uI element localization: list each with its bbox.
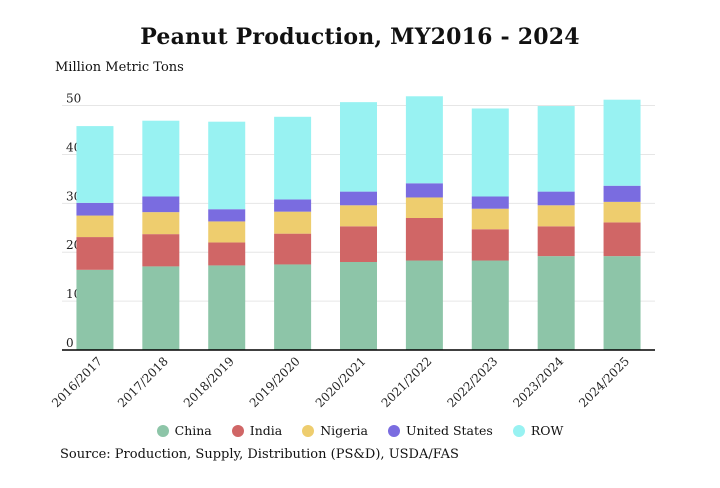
bar-segment <box>537 191 575 206</box>
x-tick-label: 2016/2017 <box>49 354 105 410</box>
bar-segment <box>537 205 575 227</box>
legend-label: India <box>249 423 283 438</box>
bar-segment <box>340 102 377 192</box>
legend-item: ROW <box>512 423 564 438</box>
legend-item: China <box>156 423 212 438</box>
legend-item: United States <box>387 423 493 438</box>
bar-segment <box>603 201 641 223</box>
bar-segment <box>405 260 443 350</box>
legend-item: India <box>231 423 283 438</box>
bar-segment <box>537 256 575 350</box>
legend-swatch <box>231 424 244 437</box>
bar-segment <box>274 233 312 265</box>
bar-segment <box>340 226 377 262</box>
bar-segment <box>405 96 443 184</box>
y-tick-label: 0 <box>66 336 74 350</box>
bar-segment <box>76 126 114 203</box>
legend: China India Nigeria United States ROW <box>0 423 720 438</box>
bar-segment <box>142 266 180 350</box>
y-tick-label: 50 <box>66 92 81 106</box>
x-tick-label: 2024/2025 <box>576 354 632 410</box>
bar-segment <box>142 234 180 267</box>
bar-segment <box>603 185 641 202</box>
bar-segment <box>471 196 509 209</box>
bar-segment <box>76 215 114 238</box>
bar-segment <box>340 205 377 227</box>
legend-label: United States <box>405 423 493 438</box>
x-tick-label: 2023/2024 <box>510 354 566 410</box>
bar-segment <box>405 183 443 198</box>
bar-segment <box>208 209 246 222</box>
bar-segment <box>537 226 575 257</box>
bar-segment <box>208 121 246 210</box>
bar-segment <box>76 202 114 216</box>
chart-title: Peanut Production, MY2016 - 2024 <box>140 24 580 50</box>
bar-segment <box>76 269 114 350</box>
bar-segment <box>340 191 377 206</box>
bar-segment <box>142 120 180 197</box>
source-note: Source: Production, Supply, Distribution… <box>60 447 459 462</box>
x-tick-label: 2020/2021 <box>313 354 369 410</box>
bar-segment <box>603 99 641 186</box>
bar-segment <box>537 106 575 192</box>
bar-segment <box>142 212 180 235</box>
bar-segment <box>405 218 443 261</box>
bar-segment <box>274 211 312 234</box>
legend-label: China <box>174 423 212 438</box>
legend-swatch <box>302 424 315 437</box>
x-tick-label: 2017/2018 <box>115 354 171 410</box>
bar-segment <box>471 229 509 261</box>
bar-segment <box>471 108 509 197</box>
legend-item: Nigeria <box>302 423 368 438</box>
bar-segment <box>208 242 246 266</box>
bar-segment <box>603 222 641 257</box>
bar-segment <box>208 221 246 243</box>
bar-segment <box>274 199 312 212</box>
legend-swatch <box>512 424 525 437</box>
bar-segment <box>471 208 509 230</box>
legend-swatch <box>156 424 169 437</box>
legend-label: ROW <box>530 423 564 438</box>
bar-segment <box>274 116 312 200</box>
legend-swatch <box>387 424 400 437</box>
legend-label: Nigeria <box>320 423 368 438</box>
bar-segment <box>340 262 377 350</box>
bar-segment <box>274 264 312 350</box>
x-tick-label: 2022/2023 <box>444 354 500 410</box>
bar-segment <box>405 197 443 218</box>
x-tick-label: 2018/2019 <box>181 354 237 410</box>
y-axis-title: Million Metric Tons <box>55 60 184 75</box>
bar-segment <box>603 256 641 350</box>
bar-segment <box>471 260 509 350</box>
x-tick-label: 2019/2020 <box>247 354 303 410</box>
bar-segment <box>142 196 180 213</box>
bar-segment <box>76 237 114 270</box>
bar-segment <box>208 265 246 350</box>
x-tick-label: 2021/2022 <box>379 354 435 410</box>
